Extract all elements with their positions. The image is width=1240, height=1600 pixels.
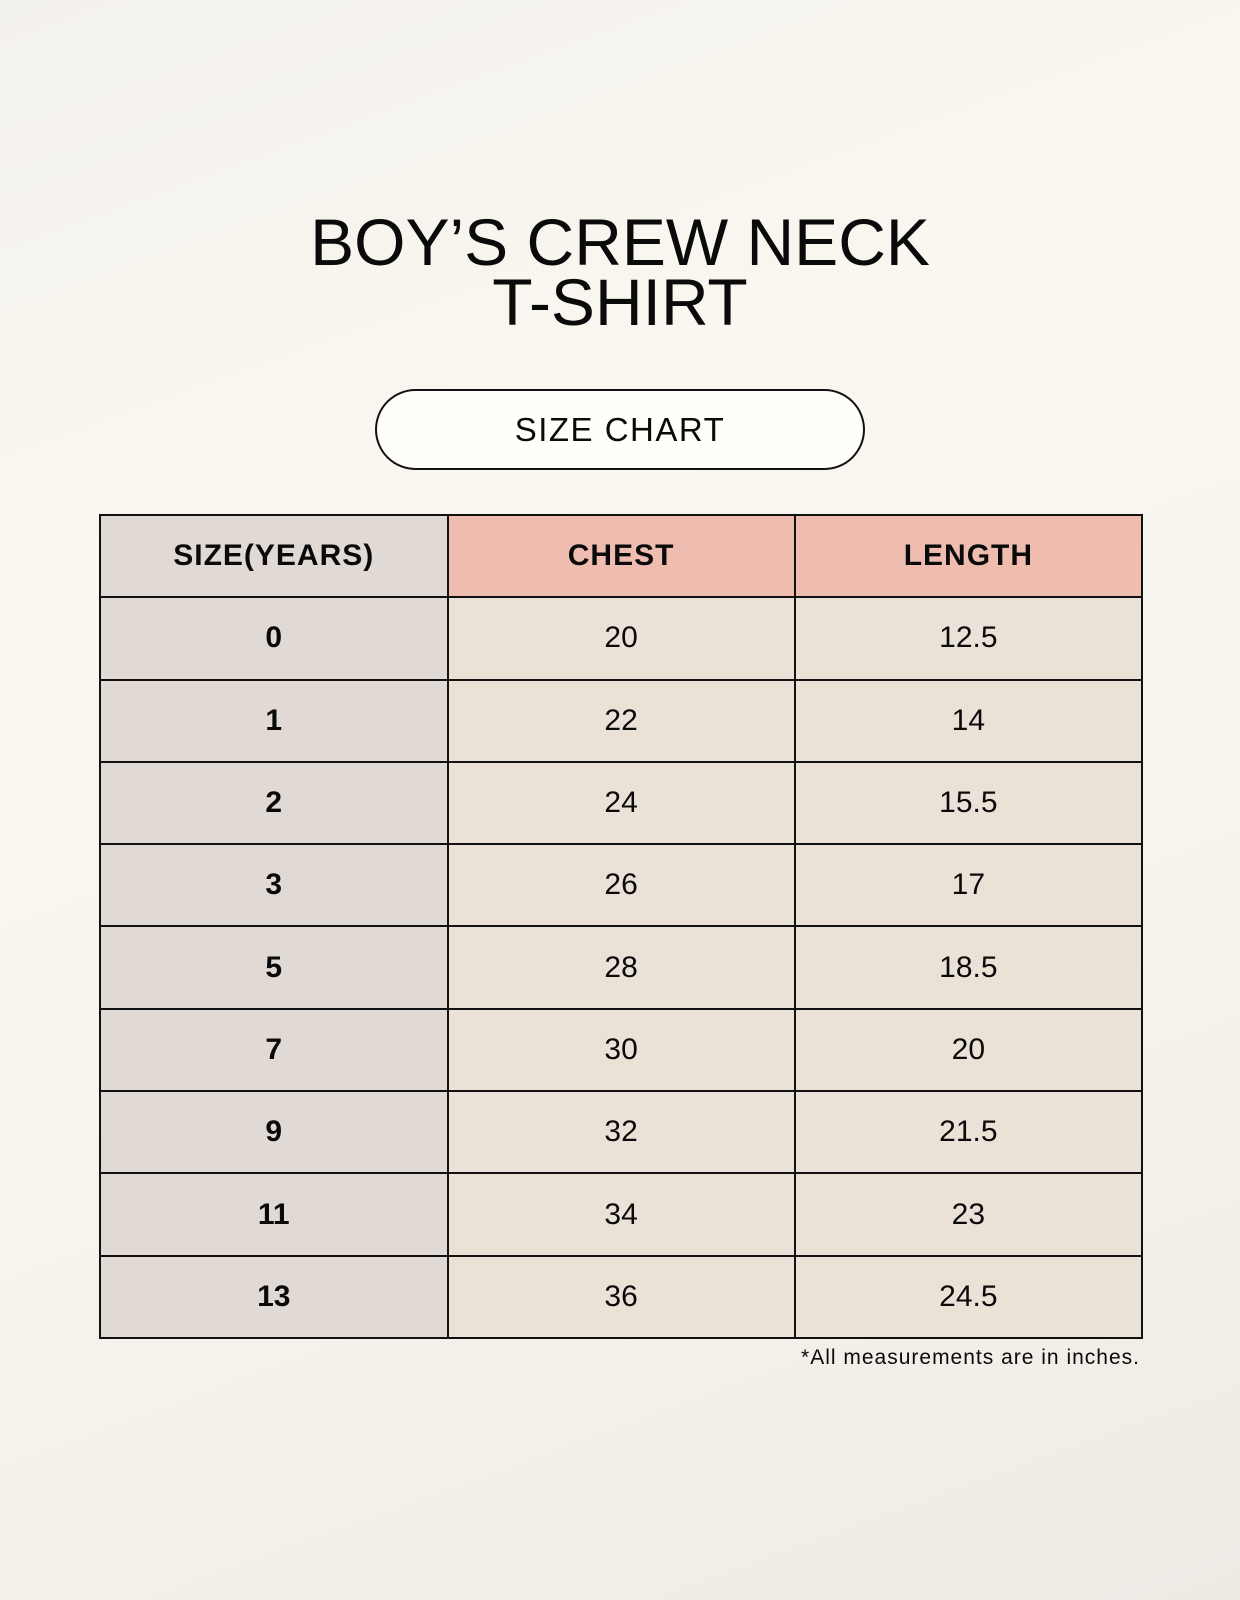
cell-chest: 36 [446,1254,796,1339]
cell-size: 5 [99,925,449,1010]
cell-length: 17 [793,843,1144,928]
cell-size: 13 [99,1254,449,1339]
cell-size: 3 [99,843,449,928]
page-title: BOY’S CREW NECK T-SHIRT [0,205,1240,339]
table-row: 1 22 14 [99,678,1144,763]
cell-chest: 20 [446,596,796,681]
table-header-row: SIZE(YEARS) CHEST LENGTH [99,513,1144,599]
cell-chest: 34 [446,1172,796,1257]
header-size: SIZE(YEARS) [99,513,449,599]
cell-chest: 28 [446,925,796,1010]
table-row: 5 28 18.5 [99,925,1144,1010]
cell-size: 11 [99,1172,449,1257]
cell-chest: 32 [446,1090,796,1175]
cell-length: 23 [793,1172,1144,1257]
title-line-1: BOY’S CREW NECK [310,205,930,279]
cell-size: 1 [99,678,449,763]
table-row: 9 32 21.5 [99,1090,1144,1175]
cell-length: 21.5 [793,1090,1144,1175]
cell-length: 14 [793,678,1144,763]
table-row: 11 34 23 [99,1172,1144,1257]
cell-chest: 26 [446,843,796,928]
table-row: 3 26 17 [99,843,1144,928]
cell-chest: 24 [446,760,796,846]
cell-size: 9 [99,1090,449,1175]
table-row: 2 24 15.5 [99,760,1144,846]
cell-chest: 22 [446,678,796,763]
cell-length: 15.5 [793,760,1144,846]
cell-length: 18.5 [793,925,1144,1010]
header-length: LENGTH [793,513,1144,599]
table-row: 13 36 24.5 [99,1254,1144,1339]
cell-size: 2 [99,760,449,846]
table-row: 0 20 12.5 [99,596,1144,681]
footnote: *All measurements are in inches. [801,1346,1140,1369]
table-row: 7 30 20 [99,1007,1144,1093]
size-table: SIZE(YEARS) CHEST LENGTH 0 20 12.5 1 22 14 2 24… [99,513,1144,1339]
title-line-2: T-SHIRT [492,265,748,339]
cell-chest: 30 [446,1007,796,1093]
cell-length: 12.5 [793,596,1144,681]
size-chart-badge: SIZE CHART [375,389,865,470]
cell-length: 20 [793,1007,1144,1093]
cell-size: 0 [99,596,449,681]
header-chest: CHEST [446,513,796,599]
cell-length: 24.5 [793,1254,1144,1339]
cell-size: 7 [99,1007,449,1093]
